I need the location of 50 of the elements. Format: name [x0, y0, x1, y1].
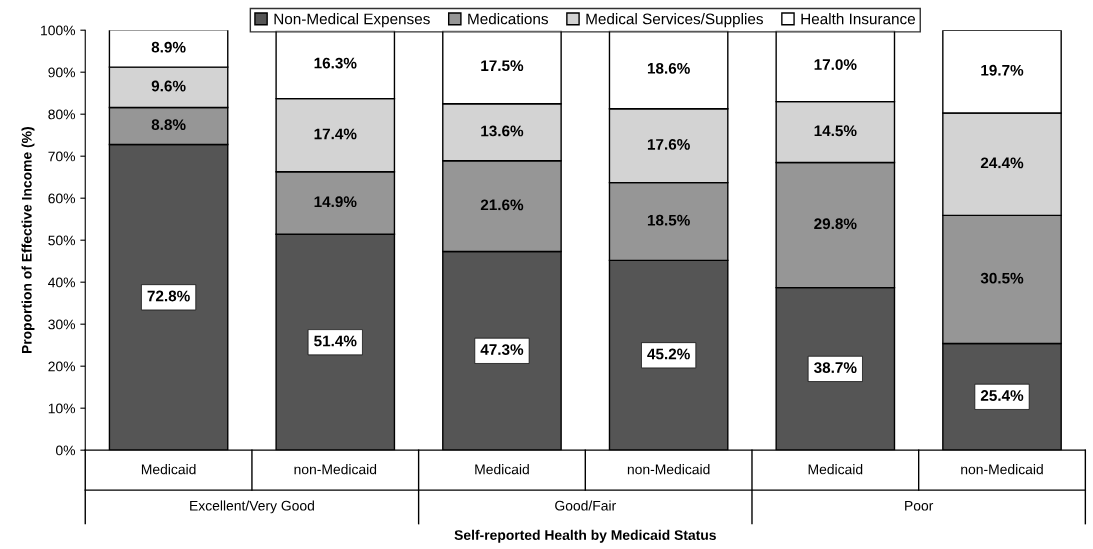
legend-label: Medical Services/Supplies [586, 13, 763, 28]
x-tick-label: non-Medicaid [294, 464, 377, 475]
data-label: 29.8% [814, 218, 857, 230]
data-label: 14.5% [814, 125, 857, 137]
data-label: 30.5% [980, 272, 1024, 284]
text: Good/Fair [555, 500, 616, 511]
y-tick-label: 30% [48, 319, 76, 330]
legend-label: Health Insurance [801, 13, 915, 25]
x-tick-label: non-Medicaid [961, 464, 1043, 475]
data-label: 8.9% [151, 41, 186, 53]
data-label: 8.8% [151, 119, 186, 131]
data-label: 51.4% [314, 335, 357, 347]
data-label: 17.6% [647, 138, 690, 150]
legend-label: Medications [468, 13, 548, 25]
y-tick-label: 0% [56, 445, 76, 456]
data-label: 18.5% [647, 214, 690, 226]
data-label: 17.5% [481, 60, 524, 72]
data-label: 24.4% [980, 157, 1024, 169]
y-tick-label: 100% [41, 25, 76, 36]
y-tick-label: 70% [48, 151, 76, 162]
y-tick-label: 50% [48, 235, 76, 246]
data-label: 14.9% [314, 196, 357, 208]
x-tick-label: Medicaid [141, 464, 196, 475]
x-tick-label: non-Medicaid [627, 464, 710, 475]
data-label: 16.3% [314, 57, 357, 69]
data-label: 18.6% [647, 62, 690, 74]
legend-label: Non-Medical Expenses [274, 13, 430, 28]
text: Poor [905, 500, 934, 511]
y-tick-label: 80% [48, 109, 76, 120]
data-label: 19.7% [981, 64, 1024, 76]
data-label: 21.6% [480, 199, 524, 211]
y-tick-label: 60% [48, 193, 76, 204]
y-tick-label: 90% [48, 67, 76, 78]
x-tick-label: Medicaid [475, 464, 529, 475]
data-label: 17.0% [814, 59, 857, 70]
data-label: 45.2% [647, 348, 690, 360]
x-axis-title: Self-reported Health by Medicaid Status [454, 529, 716, 543]
y-tick-label: 40% [48, 277, 76, 288]
data-label: 47.3% [480, 344, 524, 355]
y-tick-label: 10% [48, 403, 76, 414]
data-label: 13.6% [481, 125, 524, 137]
data-label: 38.7% [814, 362, 857, 374]
text: Excellent/Very Good [190, 500, 314, 514]
data-label: 25.4% [980, 390, 1024, 401]
y-axis-title: Proportion of Effective Income (%) [21, 127, 35, 354]
x-tick-label: Medicaid [808, 464, 863, 475]
y-tick-label: 20% [48, 361, 76, 372]
data-label: 9.6% [151, 80, 186, 92]
data-label: 17.4% [314, 128, 357, 140]
data-label: 72.8% [147, 290, 190, 302]
